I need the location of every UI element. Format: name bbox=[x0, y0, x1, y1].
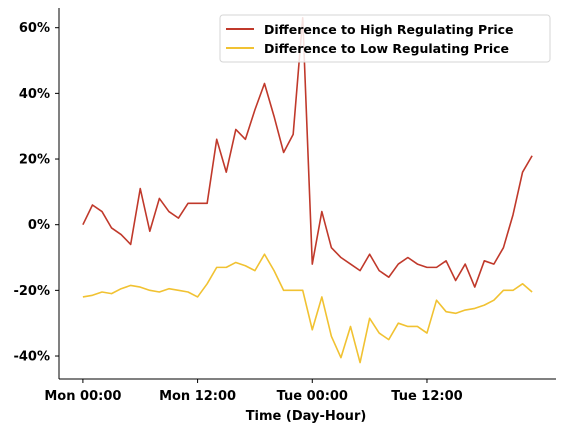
series-group bbox=[82, 17, 533, 364]
x-ticks: Mon 00:00 Mon 12:00 Tue 00:00 Tue 12:00 bbox=[44, 379, 463, 404]
y-tick-label: -40% bbox=[13, 350, 50, 365]
axes bbox=[58, 8, 556, 380]
legend-label-low: Difference to Low Regulating Price bbox=[264, 41, 509, 56]
y-tick-label: 0% bbox=[28, 218, 50, 233]
series-line-low bbox=[82, 253, 533, 364]
x-tick-label: Mon 00:00 bbox=[44, 389, 121, 404]
y-tick-label: 20% bbox=[19, 153, 50, 168]
legend-frame bbox=[219, 14, 551, 63]
y-tick-label: 60% bbox=[19, 21, 50, 36]
legend: Difference to High Regulating Price Diff… bbox=[219, 14, 551, 63]
x-tick-label: Tue 12:00 bbox=[391, 389, 462, 404]
x-tick-label: Mon 12:00 bbox=[159, 389, 236, 404]
y-ticks: 60% 40% 20% 0% -20% -40% bbox=[13, 21, 59, 365]
legend-label-high: Difference to High Regulating Price bbox=[264, 22, 514, 37]
series-line-high bbox=[82, 17, 533, 288]
y-tick-label: -20% bbox=[13, 284, 50, 299]
x-tick-label: Tue 00:00 bbox=[277, 389, 348, 404]
y-tick-label: 40% bbox=[19, 87, 50, 102]
x-axis-title: Time (Day-Hour) bbox=[246, 409, 367, 424]
